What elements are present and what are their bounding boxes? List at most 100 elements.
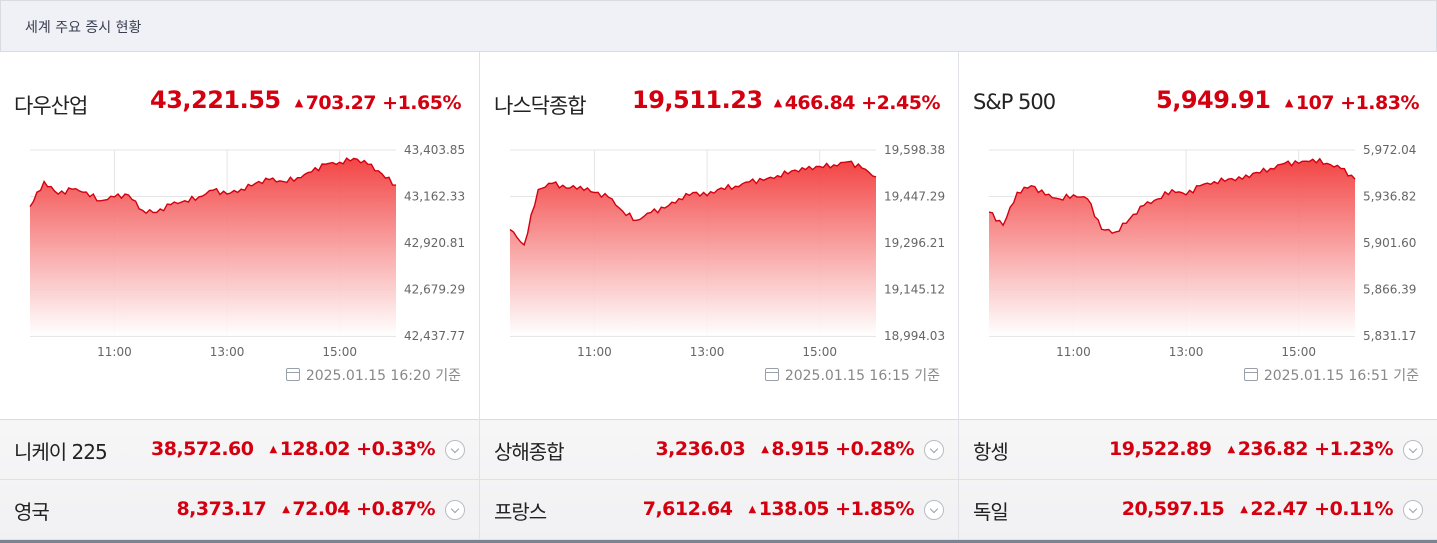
up-triangle-icon: ▲ [748, 504, 757, 515]
market-name: 독일 [973, 500, 1009, 524]
series-area [510, 161, 876, 336]
intraday-chart: 43,403.85 43,162.33 42,920.81 42,679.29 42,4… [29, 143, 465, 359]
market-value: 38,572.60 [151, 438, 254, 460]
x-tick-label: 11:00 [1056, 345, 1091, 359]
x-tick-label: 15:00 [1281, 345, 1316, 359]
x-tick-label: 15:00 [802, 345, 837, 359]
market-list: 니케이 225 38,572.60 ▲ 128.02 +0.33% 상해종합 3,2… [0, 420, 1437, 543]
x-tick-label: 15:00 [322, 345, 357, 359]
timestamp: 2025.01.15 16:15 기준 [764, 365, 940, 385]
market-change: ▲ 72.04 +0.87% [282, 498, 435, 520]
calendar-icon [285, 368, 300, 381]
x-tick-label: 13:00 [210, 345, 245, 359]
y-tick-label: 19,296.21 [884, 236, 945, 250]
series-line [509, 160, 877, 247]
change-percent: +1.83% [1340, 92, 1419, 114]
change-amount: 703.27 [305, 92, 377, 114]
chevron-down-icon[interactable] [1403, 440, 1423, 460]
index-value: 19,511.23 [632, 86, 763, 114]
index-panel-nasdaq[interactable]: 나스닥종합 19,511.23 ▲ 466.84 +2.45% 19,598.38… [479, 52, 958, 420]
y-tick-label: 5,936.82 [1363, 190, 1416, 204]
calendar-icon [1243, 368, 1258, 381]
timestamp: 2025.01.15 16:51 기준 [1243, 365, 1419, 385]
change-percent: +0.28% [835, 438, 914, 460]
market-change: ▲ 128.02 +0.33% [270, 438, 436, 460]
series-area [30, 158, 396, 336]
market-row-france[interactable]: 프랑스 7,612.64 ▲ 138.05 +1.85% [479, 480, 958, 540]
change-amount: 466.84 [784, 92, 856, 114]
up-triangle-icon: ▲ [294, 96, 303, 109]
chevron-down-icon[interactable] [445, 500, 465, 520]
market-row-nikkei[interactable]: 니케이 225 38,572.60 ▲ 128.02 +0.33% [0, 420, 479, 480]
y-tick-label: 5,972.04 [1363, 143, 1416, 157]
up-triangle-icon: ▲ [282, 504, 290, 515]
intraday-chart: 19,598.38 19,447.29 19,296.21 19,145.12 18,9… [509, 143, 945, 359]
calendar-icon [764, 368, 779, 381]
market-change: ▲ 138.05 +1.85% [749, 498, 915, 520]
y-tick-label: 5,901.60 [1363, 236, 1416, 250]
index-value: 43,221.55 [150, 86, 281, 114]
up-triangle-icon: ▲ [773, 96, 782, 109]
chevron-down-icon[interactable] [445, 440, 465, 460]
change-amount: 22.47 [1250, 498, 1309, 520]
y-tick-label: 42,679.29 [404, 283, 465, 297]
change-percent: +0.33% [356, 438, 435, 460]
index-name: S&P 500 [973, 90, 1056, 114]
x-tick-label: 11:00 [577, 345, 612, 359]
index-name: 나스닥종합 [494, 94, 587, 118]
market-values: 8,373.17 ▲ 72.04 +0.87% [176, 498, 435, 520]
index-change: ▲ 466.84 +2.45% [773, 92, 941, 114]
intraday-chart: 5,972.04 5,936.82 5,901.60 5,866.39 5,831.17… [988, 143, 1416, 359]
bottom-divider [0, 540, 1437, 543]
market-row-shanghai[interactable]: 상해종합 3,236.03 ▲ 8.915 +0.28% [479, 420, 958, 480]
x-tick-label: 11:00 [97, 345, 132, 359]
index-value: 5,949.91 [1156, 86, 1271, 114]
index-panel-dow[interactable]: 다우산업 43,221.55 ▲ 703.27 +1.65% 43,403.85 4… [0, 52, 479, 420]
y-tick-label: 42,920.81 [404, 236, 465, 250]
market-name: 니케이 225 [14, 440, 108, 464]
market-value: 19,522.89 [1109, 438, 1212, 460]
timestamp-text: 2025.01.15 16:20 기준 [305, 368, 461, 384]
y-tick-label: 5,831.17 [1363, 329, 1416, 343]
market-values: 20,597.15 ▲ 22.47 +0.11% [1122, 498, 1394, 520]
y-tick-label: 43,403.85 [404, 143, 465, 157]
chevron-down-icon[interactable] [924, 440, 944, 460]
market-row-hangseng[interactable]: 항셍 19,522.89 ▲ 236.82 +1.23% [958, 420, 1437, 480]
major-indices: 다우산업 43,221.55 ▲ 703.27 +1.65% 43,403.85 4… [0, 52, 1437, 420]
market-values: 38,572.60 ▲ 128.02 +0.33% [151, 438, 435, 460]
timestamp-text: 2025.01.15 16:51 기준 [1263, 368, 1419, 384]
y-tick-label: 5,866.39 [1363, 283, 1416, 297]
market-value: 8,373.17 [176, 498, 267, 520]
series-area [989, 158, 1355, 336]
market-change: ▲ 22.47 +0.11% [1240, 498, 1393, 520]
change-percent: +0.11% [1314, 498, 1393, 520]
y-tick-label: 19,145.12 [884, 283, 945, 297]
index-name: 다우산업 [14, 94, 88, 118]
change-percent: +2.45% [861, 92, 940, 114]
change-amount: 8.915 [771, 438, 830, 460]
market-row-germany[interactable]: 독일 20,597.15 ▲ 22.47 +0.11% [958, 480, 1437, 540]
x-tick-label: 13:00 [690, 345, 725, 359]
series-line [29, 157, 397, 215]
change-amount: 236.82 [1237, 438, 1309, 460]
series-line [988, 157, 1356, 235]
market-name: 프랑스 [494, 500, 547, 524]
index-panel-sp500[interactable]: S&P 500 5,949.91 ▲ 107 +1.83% 5,972.04 5,9… [958, 52, 1437, 420]
market-row-uk[interactable]: 영국 8,373.17 ▲ 72.04 +0.87% [0, 480, 479, 540]
market-value: 7,612.64 [642, 498, 733, 520]
market-values: 19,522.89 ▲ 236.82 +1.23% [1109, 438, 1393, 460]
y-tick-label: 42,437.77 [404, 329, 465, 343]
up-triangle-icon: ▲ [1240, 504, 1248, 515]
chevron-down-icon[interactable] [924, 500, 944, 520]
index-change: ▲ 703.27 +1.65% [294, 92, 462, 114]
timestamp-text: 2025.01.15 16:15 기준 [784, 368, 940, 384]
x-tick-label: 13:00 [1169, 345, 1204, 359]
change-amount: 128.02 [279, 438, 351, 460]
y-tick-label: 19,598.38 [884, 143, 945, 157]
up-triangle-icon: ▲ [1284, 96, 1293, 109]
change-amount: 107 [1295, 92, 1335, 114]
page-title: 세계 주요 증시 현황 [25, 20, 142, 36]
up-triangle-icon: ▲ [1227, 444, 1236, 455]
change-amount: 72.04 [292, 498, 351, 520]
chevron-down-icon[interactable] [1403, 500, 1423, 520]
